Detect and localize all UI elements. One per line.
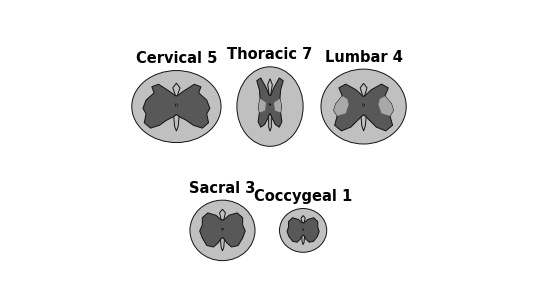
Polygon shape	[360, 83, 367, 96]
Polygon shape	[256, 78, 284, 127]
Polygon shape	[143, 84, 210, 128]
Ellipse shape	[132, 71, 221, 143]
Circle shape	[222, 228, 223, 230]
Polygon shape	[269, 114, 271, 131]
Polygon shape	[274, 98, 281, 113]
Text: Sacral 3: Sacral 3	[190, 181, 255, 196]
Polygon shape	[361, 115, 366, 131]
Text: Thoracic 7: Thoracic 7	[227, 48, 313, 62]
Polygon shape	[301, 215, 305, 223]
Polygon shape	[200, 213, 245, 247]
Polygon shape	[220, 238, 225, 251]
Polygon shape	[334, 84, 394, 131]
Polygon shape	[173, 83, 180, 96]
Text: Cervical 5: Cervical 5	[136, 51, 217, 66]
Polygon shape	[302, 235, 305, 245]
Polygon shape	[334, 96, 349, 116]
Circle shape	[269, 104, 271, 105]
Polygon shape	[259, 98, 266, 113]
Circle shape	[176, 104, 177, 106]
Ellipse shape	[321, 69, 406, 144]
Polygon shape	[268, 79, 272, 95]
Polygon shape	[220, 209, 225, 220]
Text: Coccygeal 1: Coccygeal 1	[254, 189, 352, 204]
Polygon shape	[379, 96, 394, 116]
Text: Lumbar 4: Lumbar 4	[325, 50, 402, 65]
Circle shape	[363, 104, 364, 106]
Ellipse shape	[237, 67, 303, 146]
Ellipse shape	[190, 200, 255, 261]
Ellipse shape	[280, 209, 327, 252]
Polygon shape	[287, 218, 319, 242]
Polygon shape	[174, 114, 179, 131]
